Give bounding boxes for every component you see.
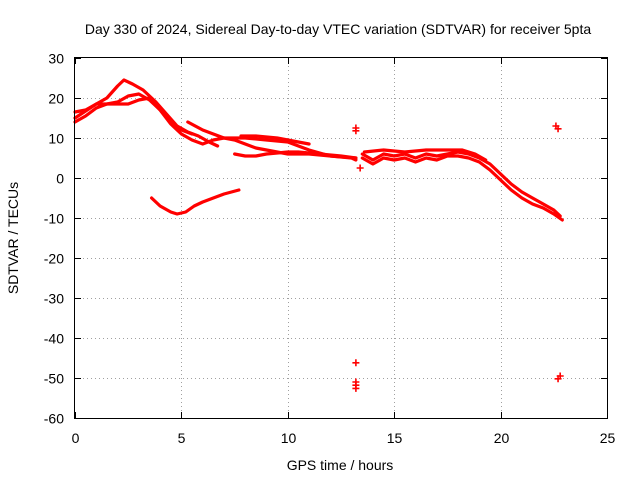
- data-point: [352, 384, 360, 392]
- x-tick-label: 15: [387, 430, 403, 446]
- plot-frame: [74, 57, 608, 419]
- y-tick-label: -20: [44, 251, 64, 267]
- y-tick-label: -40: [44, 331, 64, 347]
- y-ticks: 30 20 10 0 -10 -20 -30 -40 -50 -60: [44, 51, 607, 427]
- x-tick-label: 10: [281, 430, 297, 446]
- y-tick-label: 10: [48, 131, 64, 147]
- x-tick-label: 5: [178, 430, 186, 446]
- data-series: [73, 78, 564, 392]
- series-line-track-10: [362, 148, 488, 162]
- data-point: [352, 359, 360, 367]
- data-point: [356, 164, 364, 172]
- y-tick-label: -60: [44, 411, 64, 427]
- data-point: [554, 375, 562, 383]
- y-tick-label: -30: [44, 291, 64, 307]
- series-line-track-9: [360, 154, 564, 222]
- y-axis-label: SDTVAR / TECUs: [5, 182, 21, 294]
- y-tick-label: 20: [48, 91, 64, 107]
- x-axis-label: GPS time / hours: [287, 457, 394, 473]
- series-line-track-7: [239, 134, 311, 146]
- x-ticks: 0 5 10 15 20 25: [72, 58, 616, 446]
- data-point: [554, 125, 562, 133]
- grid: [75, 58, 607, 418]
- y-tick-label: -10: [44, 211, 64, 227]
- x-tick-label: 0: [72, 430, 80, 446]
- x-tick-label: 20: [494, 430, 510, 446]
- series-line-track-2: [73, 78, 220, 148]
- chart-title: Day 330 of 2024, Sidereal Day-to-day VTE…: [85, 21, 592, 37]
- y-tick-label: 0: [56, 171, 64, 187]
- y-tick-label: -50: [44, 371, 64, 387]
- series-line-track-3: [73, 96, 194, 136]
- series-line-track-5: [233, 150, 358, 160]
- series-line-track-6: [150, 188, 241, 216]
- y-tick-label: 30: [48, 51, 64, 67]
- series-line-track-8: [360, 150, 562, 218]
- x-tick-label: 25: [600, 430, 616, 446]
- data-point: [352, 127, 360, 135]
